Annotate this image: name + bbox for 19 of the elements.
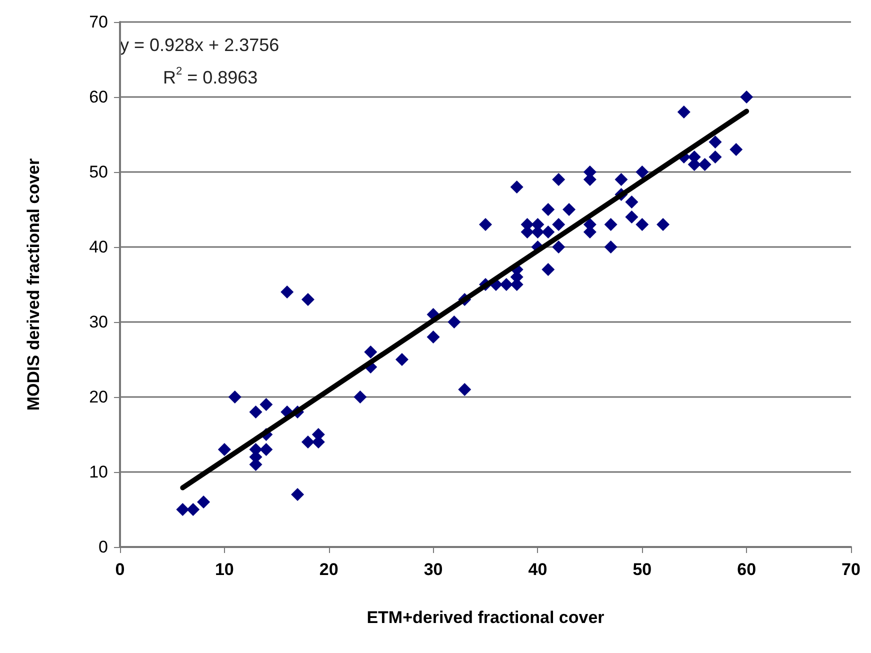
x-tick-label: 20 <box>319 560 338 579</box>
x-tick-label: 30 <box>424 560 443 579</box>
x-tick-label: 40 <box>528 560 548 579</box>
x-axis-title: ETM+derived fractional cover <box>366 608 605 627</box>
x-tick-label: 10 <box>214 560 234 579</box>
y-tick-label: 10 <box>89 462 108 482</box>
x-tick-label: 60 <box>737 560 756 579</box>
annotation: y = 0.928x + 2.3756 <box>120 35 280 55</box>
y-tick-label: 60 <box>89 88 108 106</box>
x-tick-label: 70 <box>842 560 860 579</box>
y-axis-title: MODIS derived fractional cover <box>24 158 43 411</box>
y-tick-label: 50 <box>89 162 108 182</box>
y-tick-label: 70 <box>89 12 108 32</box>
y-tick-label: 30 <box>89 312 108 332</box>
x-tick-label: 50 <box>632 560 652 579</box>
y-tick-label: 40 <box>89 238 108 256</box>
x-tick-label: 0 <box>115 560 125 579</box>
y-tick-label: 0 <box>98 538 108 556</box>
y-tick-label: 20 <box>89 388 108 406</box>
